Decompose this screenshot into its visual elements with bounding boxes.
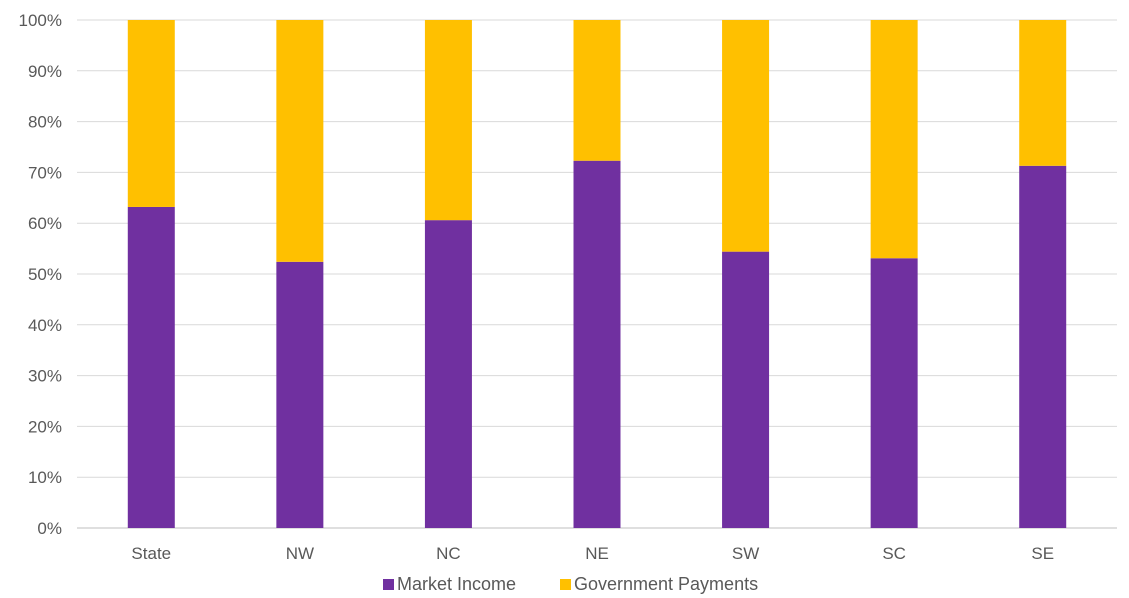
y-tick-label: 30% bbox=[28, 367, 62, 386]
y-tick-label: 60% bbox=[28, 214, 62, 233]
bar-market-income-sc bbox=[870, 258, 918, 528]
bar-market-income-ne bbox=[573, 160, 621, 528]
x-tick-label: NW bbox=[286, 544, 314, 563]
bar-market-income-sw bbox=[722, 251, 770, 528]
y-tick-label: 70% bbox=[28, 163, 62, 182]
bar-government-payments-nc bbox=[424, 20, 472, 221]
bar-market-income-nw bbox=[276, 261, 324, 528]
x-tick-label: SW bbox=[732, 544, 759, 563]
y-axis-tick-labels: 0% 10% 20% 30% 40% 50% 60% 70% 80% 90% 100% bbox=[19, 11, 62, 538]
y-tick-label: 0% bbox=[37, 519, 62, 538]
x-tick-label: SC bbox=[882, 544, 906, 563]
bar-government-payments-sc bbox=[870, 20, 918, 259]
bars bbox=[127, 20, 1067, 529]
legend-swatch-market-income bbox=[383, 579, 394, 590]
x-axis-tick-labels: State NW NC NE SW SC SE bbox=[131, 544, 1054, 563]
x-tick-label: NE bbox=[585, 544, 609, 563]
legend: Market Income Government Payments bbox=[383, 574, 758, 594]
bar-government-payments-ne bbox=[573, 20, 621, 161]
y-tick-label: 10% bbox=[28, 468, 62, 487]
bar-market-income-state bbox=[127, 206, 175, 528]
bar-government-payments-sw bbox=[722, 20, 770, 252]
bar-government-payments-state bbox=[127, 20, 175, 207]
legend-label-government-payments: Government Payments bbox=[574, 574, 758, 594]
y-tick-label: 100% bbox=[19, 11, 62, 30]
x-tick-label: State bbox=[131, 544, 171, 563]
x-tick-label: SE bbox=[1031, 544, 1054, 563]
bar-market-income-nc bbox=[424, 220, 472, 529]
y-tick-label: 80% bbox=[28, 113, 62, 132]
y-tick-label: 90% bbox=[28, 62, 62, 81]
legend-swatch-government-payments bbox=[560, 579, 571, 590]
bar-government-payments-nw bbox=[276, 20, 324, 262]
bar-government-payments-se bbox=[1019, 20, 1067, 166]
legend-label-market-income: Market Income bbox=[397, 574, 516, 594]
y-tick-label: 20% bbox=[28, 417, 62, 436]
x-tick-label: NC bbox=[436, 544, 461, 563]
y-tick-label: 40% bbox=[28, 316, 62, 335]
y-tick-label: 50% bbox=[28, 265, 62, 284]
bar-market-income-se bbox=[1019, 165, 1067, 528]
